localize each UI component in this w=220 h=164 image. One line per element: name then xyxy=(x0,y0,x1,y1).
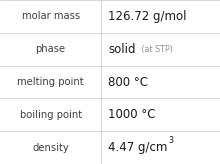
Text: (at STP): (at STP) xyxy=(139,45,172,54)
Text: melting point: melting point xyxy=(17,77,84,87)
Text: solid: solid xyxy=(108,43,136,56)
Text: 800 °C: 800 °C xyxy=(108,75,148,89)
Text: boiling point: boiling point xyxy=(20,110,82,120)
Text: 1000 °C: 1000 °C xyxy=(108,108,156,121)
Text: 3: 3 xyxy=(168,136,173,145)
Text: molar mass: molar mass xyxy=(22,11,80,21)
Text: density: density xyxy=(32,143,69,153)
Text: phase: phase xyxy=(36,44,66,54)
Text: 126.72 g/mol: 126.72 g/mol xyxy=(108,10,187,23)
Text: 4.47 g/cm: 4.47 g/cm xyxy=(108,141,168,154)
